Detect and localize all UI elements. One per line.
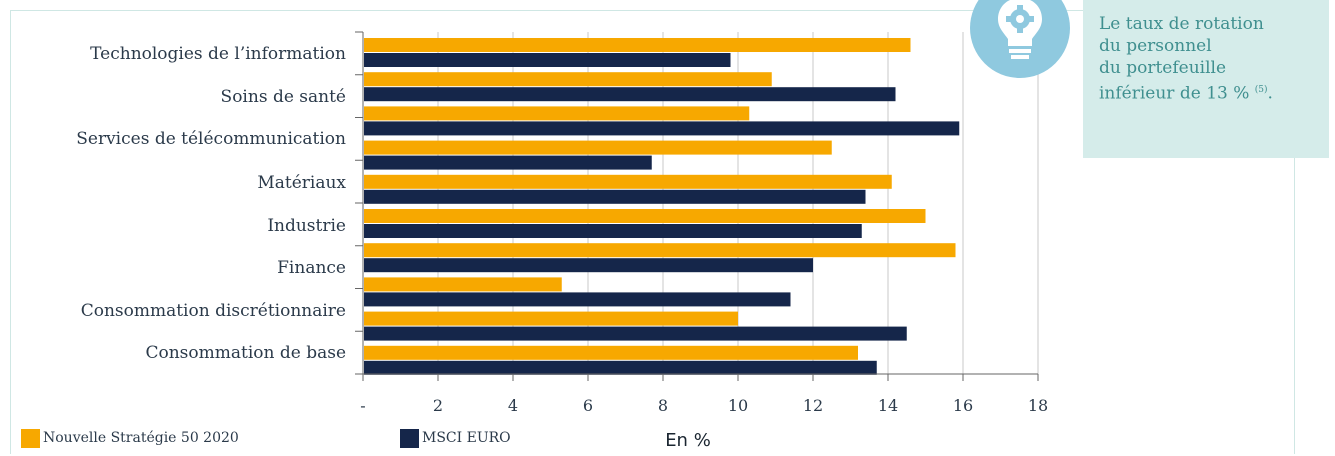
info-text: Le taux de rotation du personnel du port…	[1099, 13, 1329, 105]
category-label: Soins de santé	[221, 87, 346, 107]
bar-nouvelle-strategie	[364, 311, 738, 326]
x-tick-label: 12	[803, 396, 823, 415]
legend-label: Nouvelle Stratégie 50 2020	[43, 430, 239, 446]
x-tick-label: 8	[658, 396, 668, 415]
bar-msci-euro	[364, 189, 866, 204]
axes	[355, 31, 1039, 381]
bar-nouvelle-strategie	[364, 140, 832, 155]
x-tick-label: 18	[1028, 396, 1048, 415]
x-tick-label: -	[360, 396, 365, 415]
category-label: Finance	[277, 258, 346, 278]
x-tick-label: 2	[433, 396, 443, 415]
bars	[364, 38, 960, 375]
bar-nouvelle-strategie	[364, 174, 892, 189]
category-label: Consommation discrétionnaire	[81, 301, 346, 321]
bar-msci-euro	[364, 87, 896, 102]
bar-nouvelle-strategie	[364, 106, 750, 121]
bar-nouvelle-strategie	[364, 72, 772, 87]
category-label: Matériaux	[257, 173, 346, 193]
footnote-marker: (5)	[1254, 85, 1268, 95]
category-labels: Technologies de l’information Soins de sa…	[76, 44, 346, 363]
bar-nouvelle-strategie	[364, 243, 956, 258]
bar-nouvelle-strategie	[364, 38, 911, 52]
bar-msci-euro	[364, 155, 652, 170]
x-tick-label: 6	[583, 396, 593, 415]
legend-item-msci-euro: MSCI EURO	[400, 428, 511, 448]
chart-frame	[10, 10, 1295, 454]
category-label: Industrie	[267, 216, 346, 236]
x-tick-label: 10	[728, 396, 748, 415]
bar-nouvelle-strategie	[364, 277, 562, 292]
bar-msci-euro	[364, 326, 907, 341]
info-line: du personnel	[1099, 36, 1212, 56]
info-line: inférieur de 13 %	[1099, 83, 1250, 104]
bar-msci-euro	[364, 53, 731, 67]
bar-nouvelle-strategie	[364, 209, 926, 223]
bar-msci-euro	[364, 224, 862, 238]
bar-msci-euro	[364, 258, 813, 273]
legend-swatch-navy	[400, 428, 419, 448]
bar-msci-euro	[364, 121, 960, 136]
legend-swatch-orange	[21, 428, 40, 448]
x-tick-label: 4	[508, 396, 518, 415]
category-label: Services de télécommunication	[76, 129, 346, 149]
bar-msci-euro	[364, 360, 877, 375]
lightbulb-gear-icon	[970, 0, 1070, 78]
x-tick-label: 16	[953, 396, 973, 415]
legend-label: MSCI EURO	[422, 430, 511, 446]
bar-nouvelle-strategie	[364, 345, 858, 360]
info-end: .	[1267, 83, 1273, 104]
x-tick-labels: - 2 4 6 8 10 12 14 16 18	[360, 396, 1048, 415]
category-label: Technologies de l’information	[90, 44, 346, 64]
info-callout: Le taux de rotation du personnel du port…	[1083, 0, 1329, 158]
bar-msci-euro	[364, 292, 791, 307]
legend-item-nouvelle-strategie: Nouvelle Stratégie 50 2020	[21, 428, 239, 448]
category-label: Consommation de base	[145, 343, 346, 363]
bar-chart: Technologies de l’information Soins de sa…	[76, 31, 1048, 451]
info-line: du portefeuille	[1099, 58, 1227, 78]
info-line: Le taux de rotation	[1099, 14, 1264, 34]
x-axis-title: En %	[665, 430, 711, 451]
x-tick-label: 14	[878, 396, 898, 415]
